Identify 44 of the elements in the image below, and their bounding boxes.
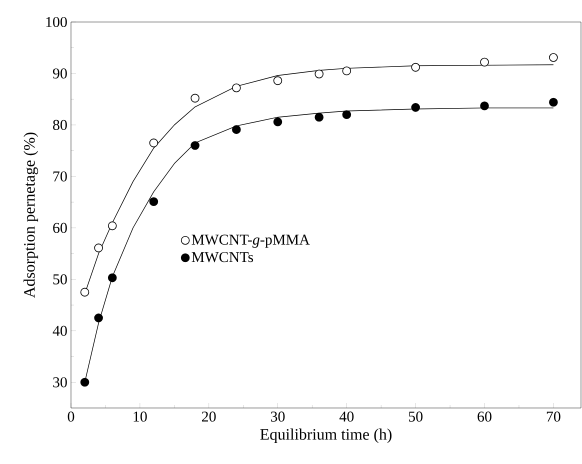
x-tick-label: 60: [478, 412, 492, 422]
point: [232, 83, 241, 92]
point: [314, 112, 324, 122]
point: [94, 244, 103, 252]
point: [273, 117, 282, 126]
x-tick-label: 70: [546, 412, 560, 422]
y-tick-label: 50: [53, 274, 67, 284]
point: [108, 221, 117, 230]
point: [342, 66, 352, 76]
x-tick-label: 30: [270, 412, 285, 422]
x-tick-label: 10: [134, 412, 147, 422]
point: [411, 62, 420, 72]
point: [80, 288, 90, 297]
x-tick-label: 20: [202, 412, 216, 422]
y-tick-label: 30: [53, 377, 67, 388]
point: [549, 98, 558, 107]
point: [80, 378, 90, 387]
point: [549, 53, 558, 62]
point: [480, 101, 489, 110]
point: [273, 76, 282, 86]
y-axis-title: Adsorption pernetage (%): [24, 132, 38, 298]
y-tick-label: 60: [53, 222, 67, 233]
point: [149, 138, 158, 148]
x-tick-label: 50: [408, 412, 423, 422]
x-axis-title: Equilibrium time (h): [260, 428, 392, 444]
point: [108, 273, 117, 282]
x-tick-label: 0: [68, 412, 74, 422]
point: [190, 94, 200, 103]
y-tick-label: 100: [46, 16, 67, 28]
point: [314, 70, 324, 78]
y-tick-label: 40: [52, 326, 67, 336]
point: [342, 110, 352, 120]
point: [411, 103, 420, 112]
point: [232, 125, 241, 134]
point: [94, 314, 103, 322]
y-tick-label: 80: [53, 120, 67, 130]
point: [149, 197, 158, 206]
point: [480, 58, 489, 67]
y-tick-label: 90: [52, 68, 67, 79]
legend-label: MWCNT-g-pMMA: [192, 234, 310, 248]
legend-label: MWCNTs: [192, 252, 254, 262]
x-tick-label: 40: [339, 412, 354, 422]
y-tick-label: 70: [53, 171, 67, 182]
point: [190, 141, 200, 150]
